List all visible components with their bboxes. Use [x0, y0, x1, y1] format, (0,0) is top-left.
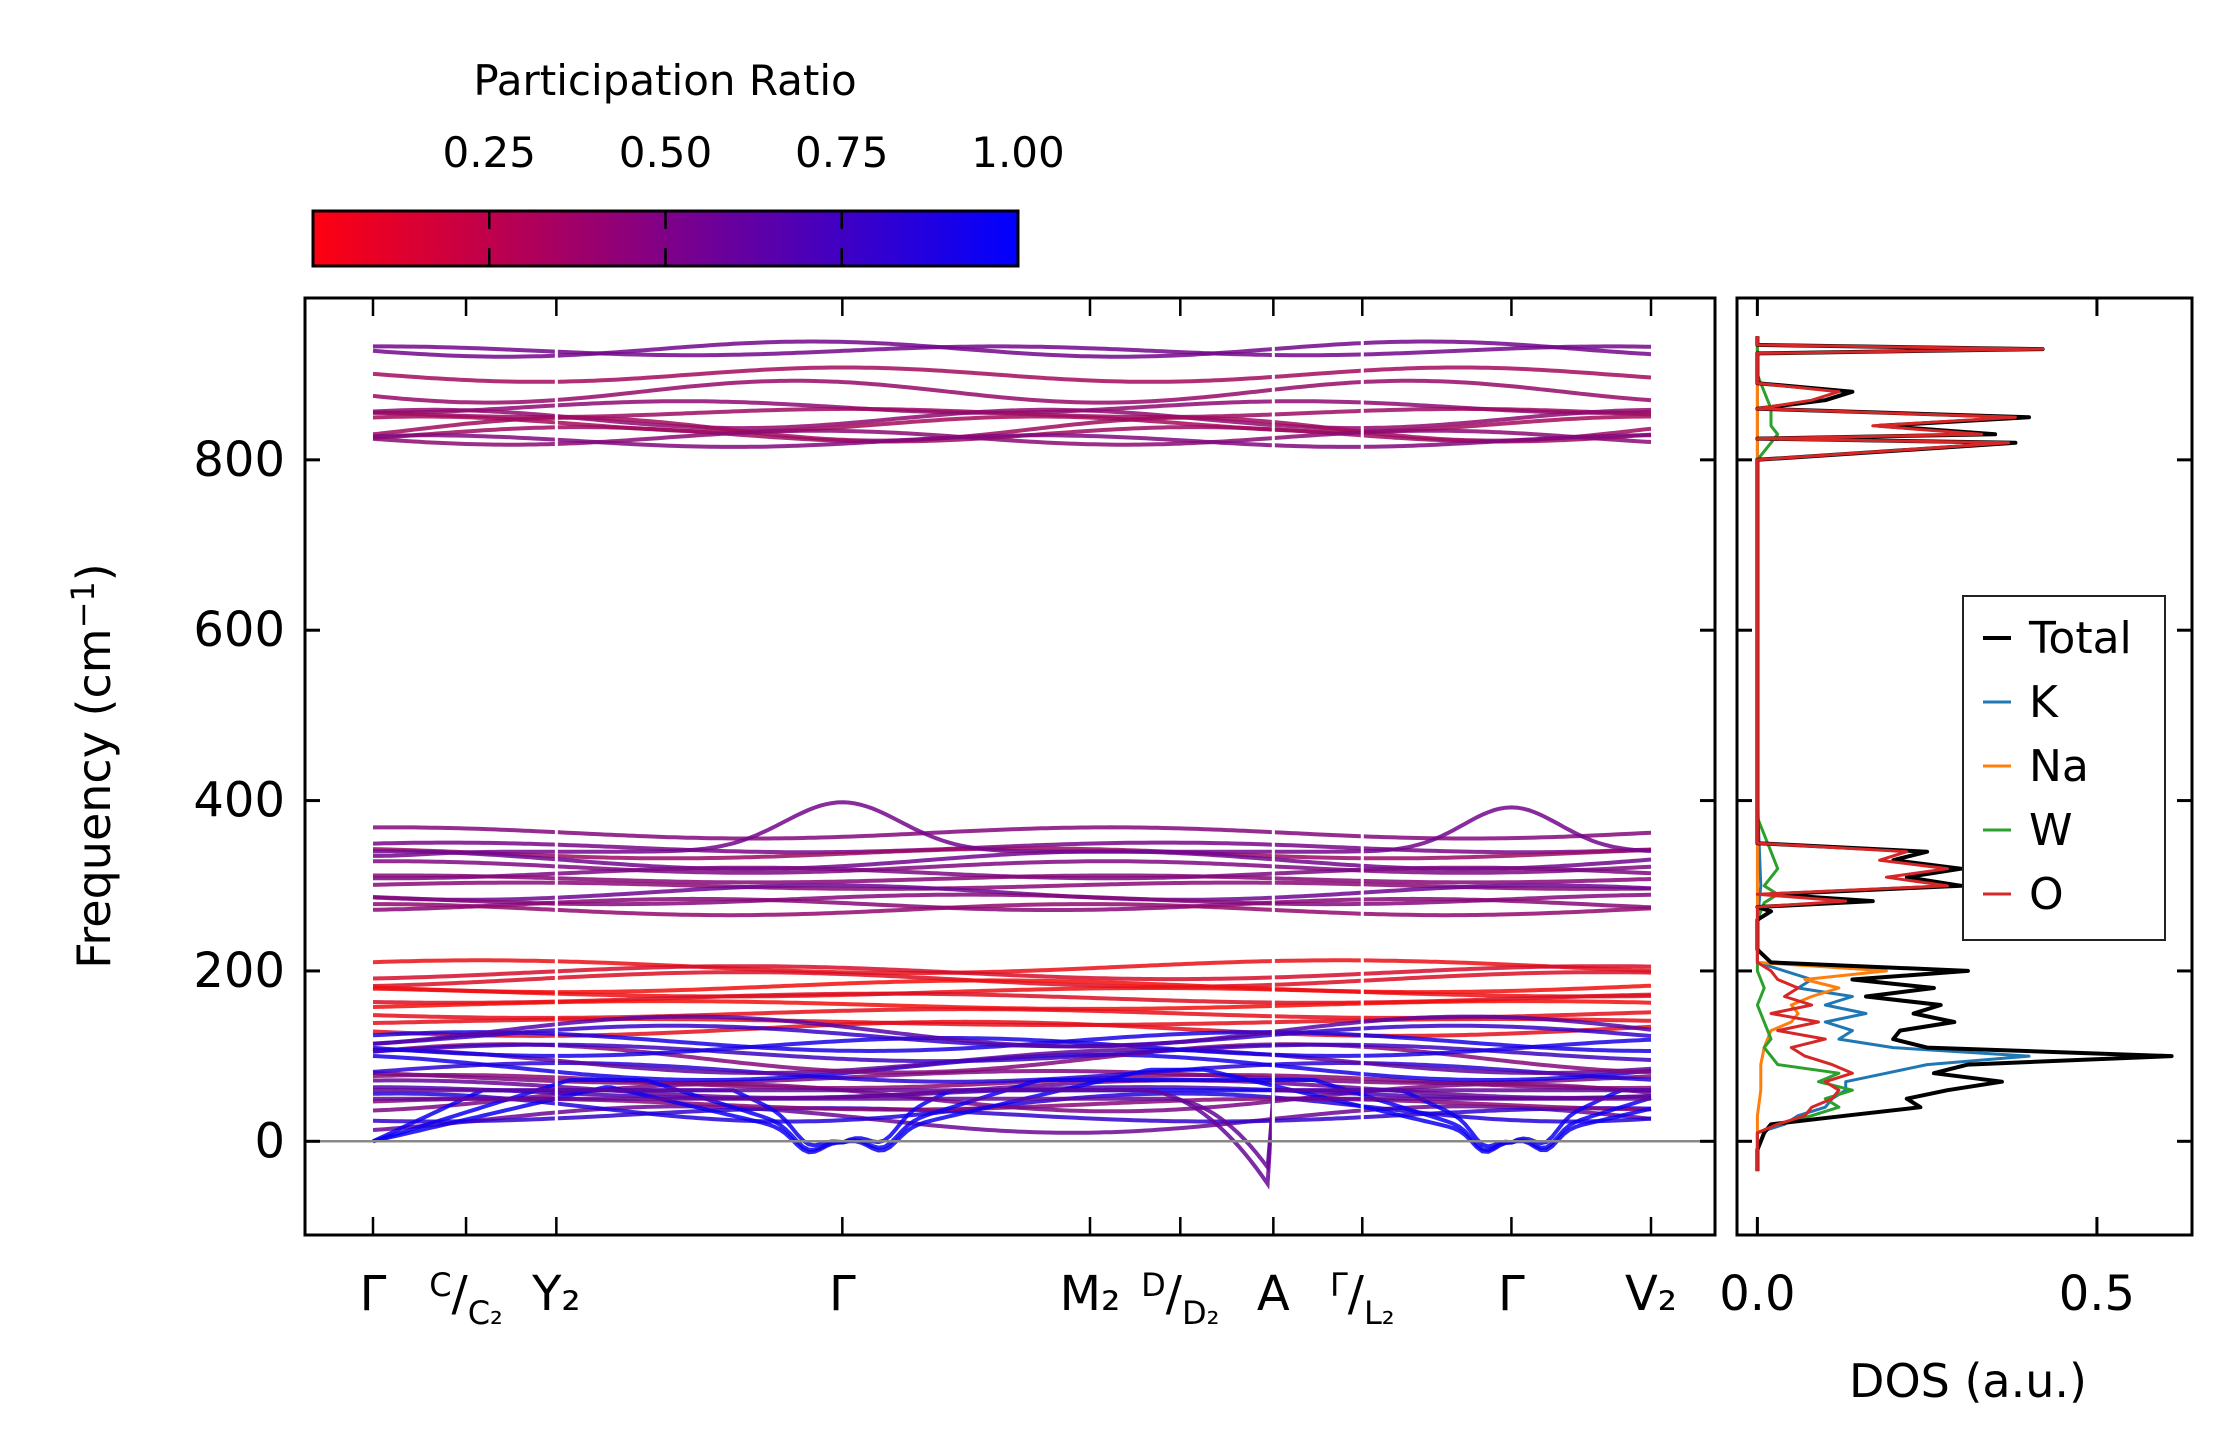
- colorbar-tick-labels: 0.25 0.50 0.75 1.00: [442, 128, 1064, 177]
- phonon-band: [373, 859, 1652, 875]
- x-tick-label: A: [1257, 1266, 1290, 1322]
- phonon-band: [372, 414, 1651, 434]
- x-tick-label: Γ: [1498, 1266, 1525, 1322]
- phonon-band: [372, 1069, 1652, 1085]
- phonon-band: [372, 958, 1652, 975]
- dos-x-tick-label: 0.0: [1719, 1266, 1795, 1322]
- y-tick-label: 0: [254, 1113, 285, 1169]
- x-tick-label: Γ/L₂: [1330, 1266, 1395, 1332]
- phonon-band: [372, 378, 1652, 405]
- phonon-band: [373, 873, 1652, 885]
- x-tick-label: C/C₂: [429, 1266, 503, 1332]
- phonon-band: [373, 1047, 1652, 1075]
- phonon-band: [372, 1017, 1652, 1028]
- phonon-band: [372, 1014, 1652, 1049]
- colorbar: Participation Ratio 0.25 0.50 0.75 1.00: [311, 56, 1065, 268]
- legend-label-w: W: [2029, 805, 2073, 856]
- phonon-band: [373, 902, 1652, 918]
- phonon-band: [372, 986, 1652, 999]
- y-tick-label: 600: [193, 602, 285, 658]
- colorbar-ticks: [488, 211, 843, 266]
- colorbar-title: Participation Ratio: [473, 56, 856, 105]
- path-break: [554, 298, 558, 1235]
- band-structure-axes: 0 200 400 600 800 Γ C/C₂ Y₂ Γ M₂ D/D₂ A Γ/L₂ Γ V₂ Fre…: [64, 296, 1717, 1332]
- phonon-band: [372, 840, 1652, 855]
- phonon-band: [373, 344, 1652, 358]
- y-tick-label: 400: [193, 773, 285, 829]
- band-axes-frame: [303, 296, 1717, 1237]
- phonon-band: [372, 892, 1652, 907]
- phonon-band: [372, 365, 1652, 384]
- path-break: [1360, 298, 1364, 1235]
- legend-label-na: Na: [2029, 741, 2089, 792]
- legend-label-total: Total: [2028, 613, 2132, 664]
- legend-label-k: K: [2029, 677, 2059, 728]
- y-axis-label: Frequency (cm−1): [64, 563, 121, 968]
- dos-x-axis-label: DOS (a.u.): [1849, 1354, 2087, 1408]
- y-tick-label: 800: [193, 432, 285, 488]
- phonon-band: [373, 800, 1652, 858]
- dos-x-tick-label: 0.5: [2059, 1266, 2135, 1322]
- phonon-band: [372, 978, 1652, 995]
- dos-lines: [1755, 336, 2174, 1172]
- dos-line-na: [1755, 336, 1888, 1172]
- legend-label-o: O: [2029, 869, 2064, 920]
- x-tick-label: Γ: [360, 1266, 387, 1322]
- phonon-band: [372, 964, 1652, 982]
- phonon-band: [372, 1091, 1652, 1124]
- y-axis-ticks: 0 200 400 600 800: [193, 432, 1715, 1169]
- phonon-band: [372, 846, 1652, 861]
- dos-axes-frame: [1735, 296, 2194, 1237]
- dos-y-ticks: [1737, 458, 2192, 1143]
- colorbar-tick-label: 1.00: [971, 128, 1065, 177]
- phonon-band: [372, 433, 1651, 449]
- y-tick-label: 200: [193, 943, 285, 999]
- dos-line-o: [1755, 336, 2045, 1172]
- phonon-band: [373, 1088, 1651, 1190]
- colorbar-tick-label: 0.25: [442, 128, 536, 177]
- x-tick-label: Γ: [829, 1266, 856, 1322]
- dos-x-ticks: 0.0 0.5: [1719, 298, 2135, 1322]
- phonon-band: [372, 1036, 1652, 1058]
- dos-axes: 0.0 0.5 DOS (a.u.) Total K Na WO: [1719, 296, 2194, 1408]
- phonon-band: [372, 896, 1652, 912]
- legend-box: [1962, 595, 2166, 941]
- phonon-band: [372, 1042, 1652, 1064]
- dos-legend: Total K Na WO: [1962, 595, 2166, 941]
- path-break: [1271, 298, 1275, 1235]
- x-tick-label: Y₂: [531, 1266, 581, 1322]
- x-tick-label: M₂: [1060, 1266, 1121, 1322]
- band-lines: [372, 298, 1652, 1235]
- x-tick-label: D/D₂: [1141, 1266, 1219, 1332]
- colorbar-tick-label: 0.50: [619, 128, 713, 177]
- x-axis-ticks: Γ C/C₂ Y₂ Γ M₂ D/D₂ A Γ/L₂ Γ V₂: [360, 298, 1677, 1332]
- colorbar-tick-label: 0.75: [795, 128, 889, 177]
- dos-line-w: [1755, 336, 1854, 1172]
- x-tick-label: V₂: [1625, 1266, 1677, 1322]
- phonon-band: [373, 1096, 1651, 1173]
